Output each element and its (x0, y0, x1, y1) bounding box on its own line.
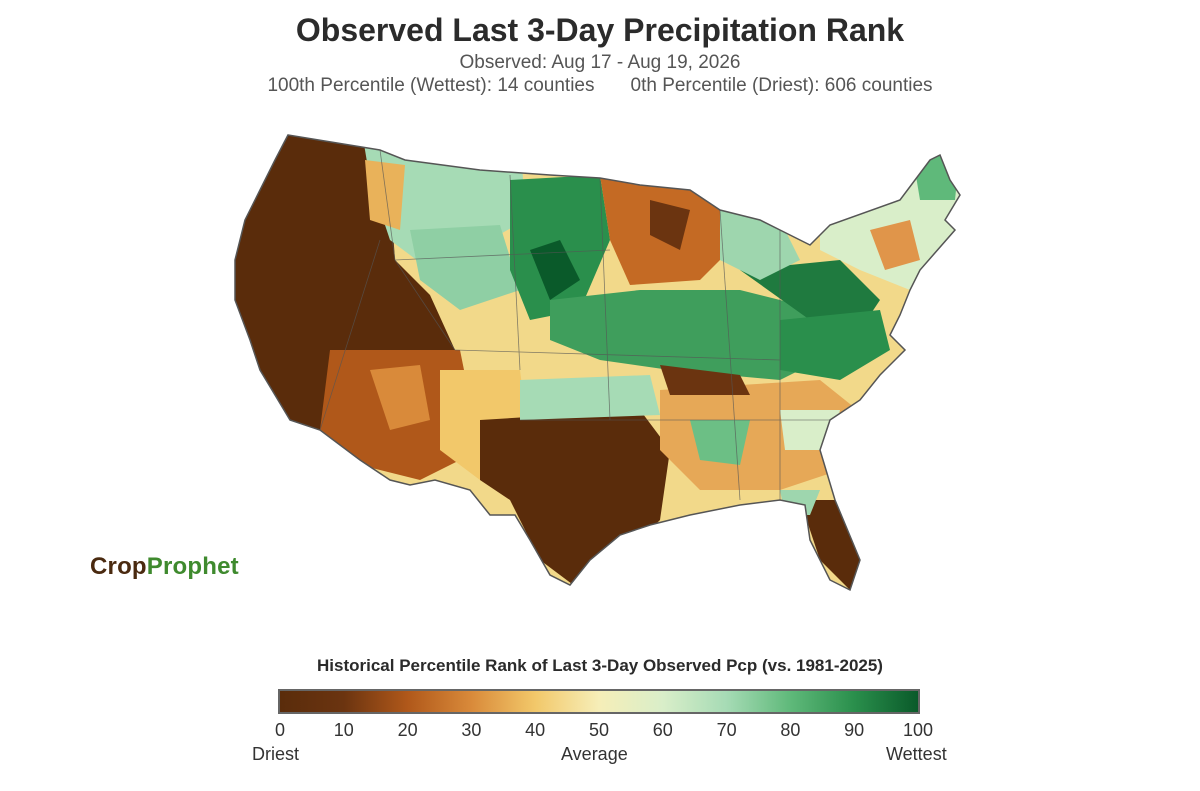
legend-title: Historical Percentile Rank of Last 3-Day… (317, 656, 883, 675)
wettest-label: Wettest (886, 744, 947, 764)
color-bar-tick: 10 (333, 720, 354, 740)
us-precipitation-map (234, 134, 961, 592)
color-bar-tick: 40 (525, 720, 546, 740)
color-bar-tick: 70 (716, 720, 737, 740)
color-bar-tick: 90 (844, 720, 865, 740)
color-bar-tick: 20 (397, 720, 418, 740)
driest-count: 0th Percentile (Driest): 606 counties (630, 75, 933, 96)
color-bar-tick: 80 (780, 720, 801, 740)
color-bar-tick: 100 (902, 720, 934, 740)
color-bar-tick: 60 (652, 720, 673, 740)
logo-part-crop: Crop (90, 553, 147, 580)
color-bar (278, 689, 920, 714)
percentile-summary: 100th Percentile (Wettest): 14 counties 0… (0, 75, 1200, 97)
average-label: Average (561, 744, 628, 764)
cropprophet-logo: CropProphet (90, 553, 239, 581)
observed-period: Observed: Aug 17 - Aug 19, 2026 (459, 52, 741, 73)
color-bar-tick: 0 (274, 720, 285, 740)
color-bar-tick: 30 (461, 720, 482, 740)
driest-label: Driest (252, 744, 300, 764)
logo-part-prophet: Prophet (146, 553, 239, 580)
color-bar-tick: 50 (588, 720, 610, 740)
map-title: Observed Last 3-Day Precipitation Rank (295, 12, 905, 48)
wettest-count: 100th Percentile (Wettest): 14 counties (267, 75, 595, 96)
